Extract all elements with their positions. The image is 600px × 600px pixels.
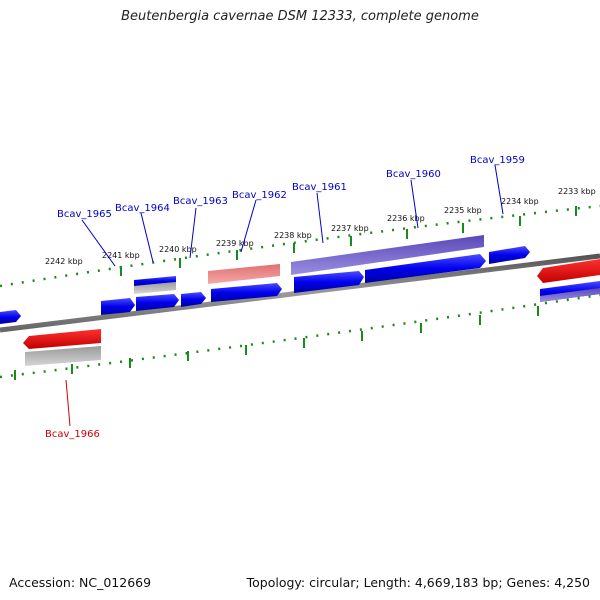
- gene-feature[interactable]: [291, 235, 484, 275]
- gene-feature[interactable]: [134, 276, 176, 286]
- kbp-label: 2241 kbp: [102, 251, 140, 260]
- kbp-label: 2234 kbp: [501, 197, 539, 206]
- accession-text: Accession: NC_012669: [9, 575, 152, 590]
- label-leader: [81, 219, 116, 267]
- gene-arrow[interactable]: [365, 254, 486, 283]
- gene-label[interactable]: Bcav_1964: [115, 203, 170, 214]
- kbp-label: 2242 kbp: [45, 257, 83, 266]
- label-leader: [240, 199, 257, 253]
- kbp-label: 2235 kbp: [444, 206, 482, 215]
- gene-arrow[interactable]: [537, 259, 600, 283]
- gene-label[interactable]: Bcav_1961: [292, 182, 347, 193]
- gene-feature[interactable]: [25, 346, 101, 366]
- gene-arrow[interactable]: [294, 271, 364, 293]
- gene-arrow[interactable]: [0, 310, 21, 324]
- gene-label[interactable]: Bcav_1959: [470, 155, 525, 166]
- label-leader: [410, 179, 419, 229]
- genome-backbone: [0, 253, 600, 333]
- gene-arrow[interactable]: [489, 246, 530, 264]
- kbp-label: 2238 kbp: [274, 231, 312, 240]
- kbp-label: 2239 kbp: [216, 239, 254, 248]
- genome-summary-text: Topology: circular; Length: 4,669,183 bp…: [246, 575, 590, 590]
- gene-label[interactable]: Bcav_1963: [173, 196, 228, 207]
- kbp-label: 2237 kbp: [331, 224, 369, 233]
- gene-label[interactable]: Bcav_1965: [57, 209, 112, 220]
- gene-label[interactable]: Bcav_1966: [45, 429, 100, 440]
- gene-arrow[interactable]: [181, 292, 206, 307]
- gene-label[interactable]: Bcav_1962: [232, 190, 287, 201]
- gene-arrow[interactable]: [211, 283, 282, 302]
- kbp-label: 2233 kbp: [558, 187, 596, 196]
- gene-feature[interactable]: [540, 288, 600, 302]
- gene-feature[interactable]: [208, 264, 280, 284]
- label-leader: [140, 212, 154, 263]
- label-leader: [316, 192, 324, 244]
- gene-arrow[interactable]: [136, 294, 179, 311]
- gene-label[interactable]: Bcav_1960: [386, 169, 441, 180]
- kbp-label: 2240 kbp: [159, 245, 197, 254]
- gene-arrow[interactable]: [101, 298, 135, 315]
- label-leader: [189, 207, 197, 259]
- kbp-label: 2236 kbp: [387, 214, 425, 223]
- gene-arrow[interactable]: [23, 329, 101, 349]
- genome-title: Beutenbergia cavernae DSM 12333, complet…: [121, 9, 479, 24]
- label-leader: [65, 379, 71, 427]
- label-leader: [494, 164, 504, 215]
